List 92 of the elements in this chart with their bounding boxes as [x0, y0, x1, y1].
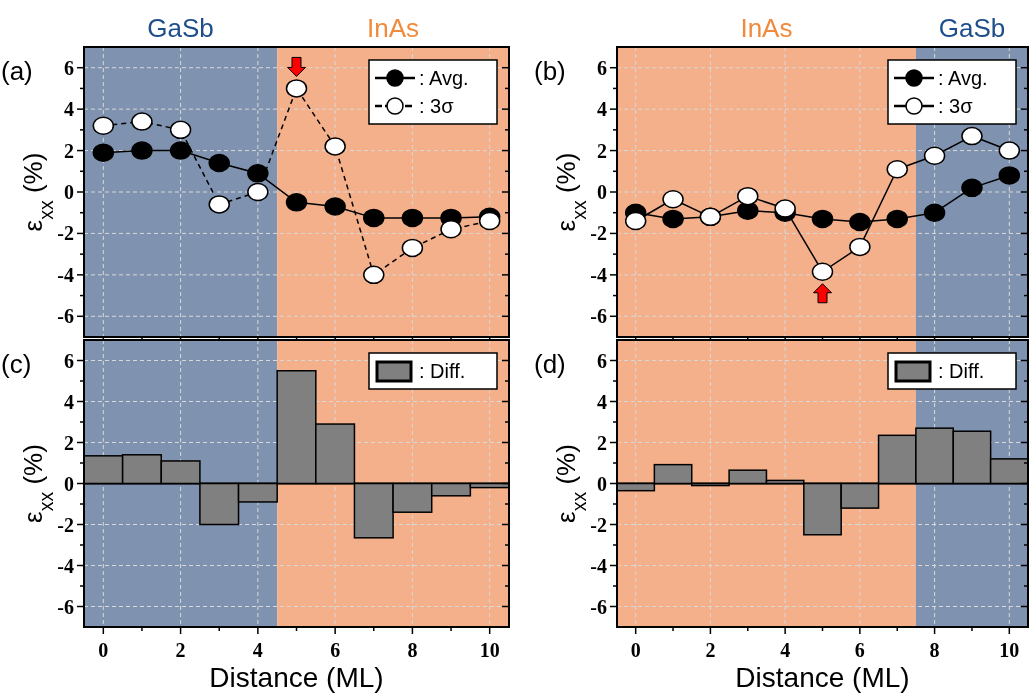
band-label: GaSb: [147, 13, 214, 43]
band-label: GaSb: [938, 13, 1006, 43]
x-tick-label: 10: [479, 639, 500, 661]
y-tick-label: 4: [64, 390, 74, 413]
y-tick-label: -2: [57, 513, 74, 536]
text: (d): [534, 349, 566, 379]
point: [169, 141, 192, 160]
point: [961, 178, 983, 198]
x-tick-label: 0: [630, 639, 641, 661]
y-tick-label: 2: [597, 139, 607, 162]
point: [923, 203, 946, 222]
band-label: InAs: [367, 13, 420, 43]
point: [440, 220, 462, 239]
point: [208, 153, 230, 173]
point: [324, 137, 346, 156]
y-tick-label: 4: [597, 98, 607, 121]
x-tick-label: 6: [330, 639, 341, 661]
legend-label: : Diff.: [938, 360, 985, 382]
point: [92, 143, 115, 162]
y-tick-label: 0: [597, 472, 607, 495]
legend-label: : Diff.: [419, 360, 466, 382]
point: [849, 237, 871, 257]
point: [624, 211, 647, 231]
x-tick-label: 10: [999, 639, 1020, 661]
point: [401, 238, 424, 258]
x-axis-title: Distance (ML): [735, 662, 910, 693]
point: [998, 141, 1021, 160]
text: (c): [1, 349, 32, 379]
y-tick-label: 6: [597, 56, 607, 79]
y-tick-label: -6: [590, 305, 607, 328]
y-tick-label: 6: [64, 349, 74, 372]
y-tick-label: 2: [64, 431, 74, 454]
y-tick-label: -4: [57, 554, 74, 577]
y-tick-label: -4: [590, 554, 607, 577]
text: (b): [534, 56, 566, 86]
point: [662, 209, 684, 229]
point: [998, 166, 1021, 185]
band-label: InAs: [740, 13, 793, 43]
point: [886, 209, 908, 229]
x-tick-label: 4: [252, 639, 263, 661]
legend-label: : Avg.: [419, 67, 469, 89]
x-tick-label: 4: [780, 639, 791, 661]
point: [324, 197, 346, 216]
y-tick-label: 0: [64, 472, 74, 495]
point: [811, 262, 834, 281]
point: [774, 199, 796, 218]
legend-label: : Avg.: [938, 67, 988, 89]
point: [849, 212, 871, 232]
y-tick-label: 2: [597, 431, 607, 454]
y-tick-label: -4: [57, 263, 74, 286]
point: [285, 79, 308, 98]
y-tick-label: -6: [590, 595, 607, 618]
x-tick-label: 8: [407, 639, 418, 661]
point: [737, 186, 759, 206]
x-tick-label: 0: [98, 639, 109, 661]
legend-label: : 3σ: [419, 95, 455, 117]
point: [923, 146, 946, 165]
point: [363, 265, 385, 285]
x-tick-label: 8: [929, 639, 940, 661]
x-tick-label: 6: [854, 639, 865, 661]
y-tick-label: 2: [64, 139, 74, 162]
point: [363, 208, 385, 228]
y-tick-label: 4: [64, 98, 74, 121]
y-tick-label: -4: [590, 263, 607, 286]
y-tick-label: -2: [590, 222, 607, 245]
y-tick-label: -6: [57, 595, 74, 618]
point: [811, 209, 834, 229]
y-tick-label: -2: [590, 513, 607, 536]
y-tick-label: 0: [597, 181, 607, 203]
x-tick-label: 2: [705, 639, 716, 661]
y-tick-label: -6: [57, 305, 74, 328]
point: [92, 116, 115, 135]
point: [961, 126, 983, 146]
point: [131, 141, 153, 160]
y-tick-label: 6: [64, 56, 74, 79]
point: [208, 195, 230, 214]
point: [131, 112, 153, 131]
point: [401, 208, 424, 228]
point: [169, 120, 192, 140]
y-tick-label: 6: [597, 349, 607, 372]
point: [247, 164, 269, 183]
y-tick-label: 0: [64, 181, 74, 203]
point: [285, 193, 308, 212]
point: [886, 159, 908, 179]
text: (a): [1, 56, 33, 86]
y-tick-label: -2: [57, 222, 74, 245]
x-tick-label: 2: [175, 639, 186, 661]
y-tick-label: 4: [597, 390, 607, 413]
x-axis-title: Distance (ML): [209, 662, 384, 693]
legend-label: : 3σ: [938, 95, 974, 117]
point: [247, 182, 269, 202]
point: [662, 190, 684, 209]
